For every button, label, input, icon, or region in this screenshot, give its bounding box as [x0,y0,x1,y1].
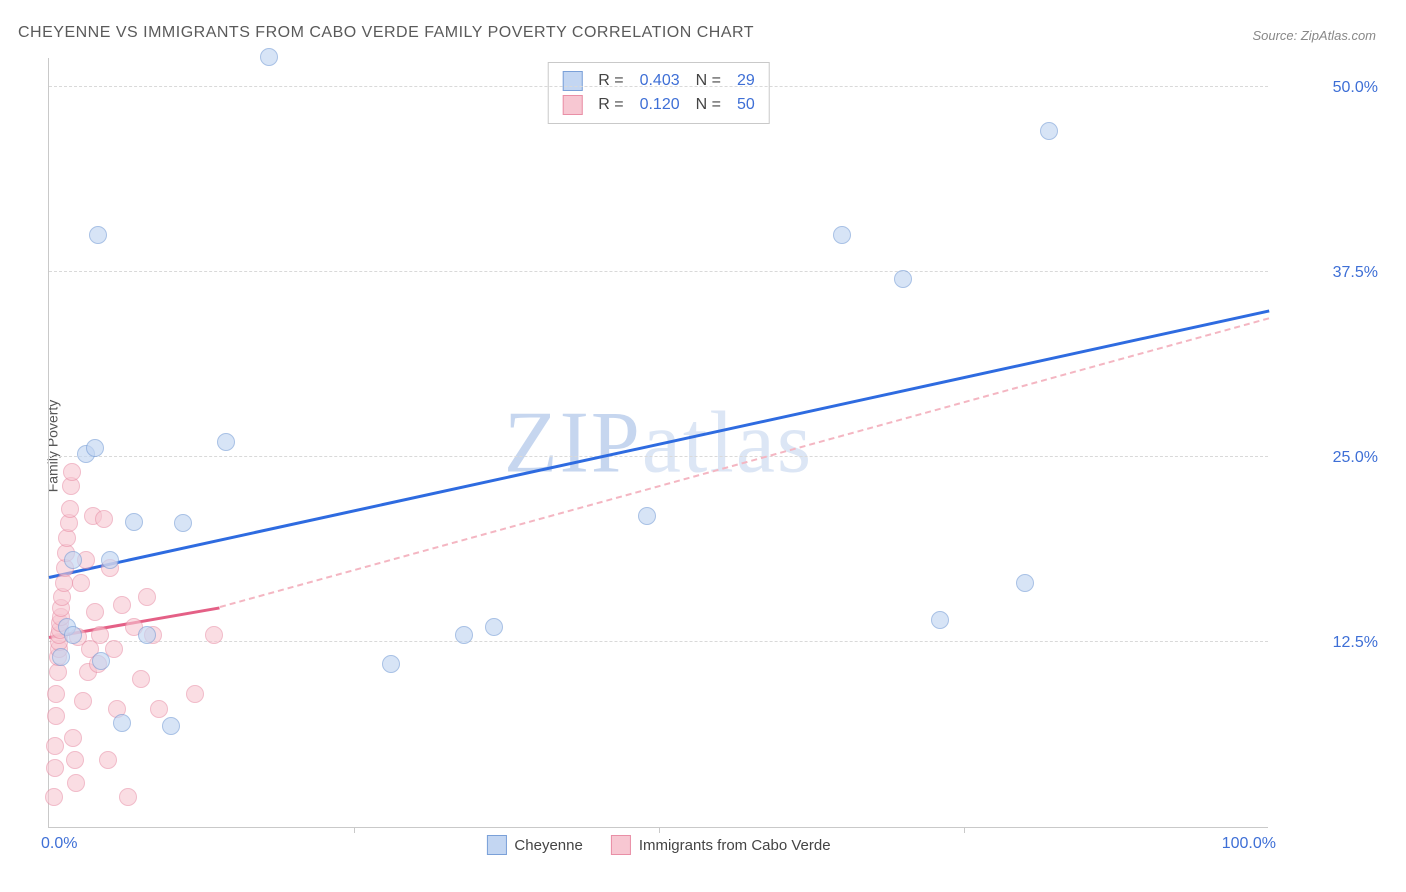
data-point-pink [86,603,104,621]
data-point-blue [64,626,82,644]
legend-item-pink: Immigrants from Cabo Verde [611,835,831,855]
data-point-blue [217,433,235,451]
data-point-pink [64,729,82,747]
n-value-pink: 50 [737,96,755,114]
correlation-legend: R = 0.403 N = 29 R = 0.120 N = 50 [547,62,770,124]
data-point-blue [52,648,70,666]
data-point-blue [455,626,473,644]
swatch-pink [611,835,631,855]
data-point-pink [99,751,117,769]
gridline-y [49,641,1268,642]
legend-row-blue: R = 0.403 N = 29 [562,69,755,93]
data-point-pink [67,774,85,792]
swatch-pink [562,95,582,115]
data-point-pink [46,737,64,755]
data-point-blue [64,551,82,569]
n-label: N = [696,96,721,114]
data-point-pink [74,692,92,710]
data-point-blue [382,655,400,673]
data-point-pink [91,626,109,644]
data-point-blue [485,618,503,636]
data-point-blue [833,226,851,244]
r-label: R = [598,96,623,114]
data-point-blue [101,551,119,569]
legend-row-pink: R = 0.120 N = 50 [562,93,755,117]
gridline-y [49,271,1268,272]
data-point-pink [63,463,81,481]
data-point-blue [894,270,912,288]
data-point-blue [125,513,143,531]
gridline-y [49,86,1268,87]
series-legend: Cheyenne Immigrants from Cabo Verde [486,835,830,855]
data-point-pink [47,685,65,703]
plot-area: ZIPatlas R = 0.403 N = 29 R = 0.120 N = … [48,58,1268,828]
data-point-blue [92,652,110,670]
n-value-blue: 29 [737,72,755,90]
data-point-pink [45,788,63,806]
legend-label-pink: Immigrants from Cabo Verde [639,837,831,854]
n-label: N = [696,72,721,90]
data-point-blue [89,226,107,244]
data-point-pink [205,626,223,644]
data-point-pink [186,685,204,703]
swatch-blue [486,835,506,855]
data-point-pink [132,670,150,688]
y-tick-label: 50.0% [1278,79,1378,97]
chart-title: CHEYENNE VS IMMIGRANTS FROM CABO VERDE F… [18,24,754,42]
data-point-blue [1040,122,1058,140]
x-minor-tick [964,827,965,833]
data-point-pink [72,574,90,592]
x-minor-tick [354,827,355,833]
data-point-pink [46,759,64,777]
x-tick-0: 0.0% [41,835,77,853]
data-point-blue [86,439,104,457]
watermark-zip: ZIP [504,394,642,491]
x-minor-tick [659,827,660,833]
y-tick-label: 25.0% [1278,449,1378,467]
data-point-pink [119,788,137,806]
trend-line [220,317,1270,608]
x-tick-100: 100.0% [1222,835,1276,853]
chart-container: CHEYENNE VS IMMIGRANTS FROM CABO VERDE F… [0,0,1406,892]
data-point-blue [138,626,156,644]
data-point-pink [47,707,65,725]
data-point-pink [61,500,79,518]
r-value-pink: 0.120 [640,96,680,114]
data-point-pink [113,596,131,614]
gridline-y [49,456,1268,457]
data-point-blue [162,717,180,735]
y-tick-label: 12.5% [1278,634,1378,652]
data-point-blue [1016,574,1034,592]
data-point-blue [174,514,192,532]
r-label: R = [598,72,623,90]
y-tick-label: 37.5% [1278,264,1378,282]
data-point-pink [138,588,156,606]
r-value-blue: 0.403 [640,72,680,90]
data-point-pink [95,510,113,528]
data-point-blue [260,48,278,66]
legend-label-blue: Cheyenne [514,837,582,854]
data-point-blue [638,507,656,525]
data-point-blue [931,611,949,629]
swatch-blue [562,71,582,91]
data-point-pink [150,700,168,718]
legend-item-blue: Cheyenne [486,835,582,855]
source-attribution: Source: ZipAtlas.com [1252,28,1376,43]
data-point-pink [66,751,84,769]
data-point-blue [113,714,131,732]
